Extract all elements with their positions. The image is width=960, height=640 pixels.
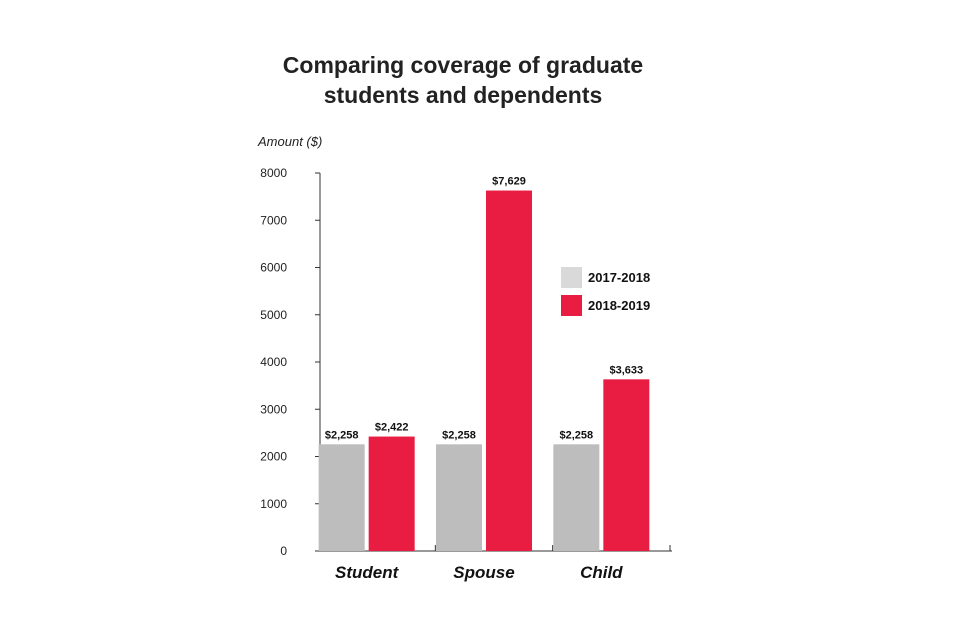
- y-axis: 0 1000 2000 3000 4000 5000 6000 7000 8000: [260, 166, 321, 558]
- y-tick-label: 4000: [260, 355, 287, 369]
- data-label: $3,633: [610, 364, 644, 376]
- data-label: $7,629: [492, 176, 526, 188]
- legend-swatch: [561, 295, 582, 316]
- bar-spouse-2017-2018: [436, 444, 482, 551]
- y-tick-label: 0: [280, 544, 287, 558]
- legend-swatch: [561, 267, 582, 288]
- legend-label: 2017-2018: [588, 270, 650, 285]
- bar-spouse-2018-2019: [486, 190, 532, 551]
- chart-title-line-1: Comparing coverage of graduate: [283, 52, 643, 78]
- bar-child-2018-2019: [603, 379, 650, 551]
- bars: $2,258 $2,422 $2,258 $7,629 $2,258 $3,633: [318, 176, 650, 551]
- data-label: $2,258: [325, 429, 359, 441]
- bar-child-2017-2018: [553, 444, 600, 551]
- y-tick-label: 8000: [260, 166, 287, 180]
- y-tick-label: 7000: [260, 213, 287, 227]
- legend-label: 2018-2019: [588, 298, 650, 313]
- x-tick-label: Spouse: [453, 563, 514, 582]
- bar-student-2017-2018: [318, 444, 365, 551]
- bar-student-2018-2019: [368, 436, 415, 551]
- data-label: $2,422: [375, 422, 409, 434]
- chart-title: Comparing coverage of graduate students …: [283, 52, 643, 108]
- data-label: $2,258: [560, 429, 594, 441]
- x-tick-label: Child: [580, 563, 623, 582]
- data-label: $2,258: [442, 429, 476, 441]
- y-axis-label: Amount ($): [257, 134, 322, 149]
- legend: 2017-2018 2018-2019: [561, 267, 650, 316]
- y-tick-label: 5000: [260, 308, 287, 322]
- chart-title-line-2: students and dependents: [324, 82, 603, 108]
- y-tick-label: 2000: [260, 450, 287, 464]
- y-tick-label: 3000: [260, 402, 287, 416]
- y-tick-label: 1000: [260, 497, 287, 511]
- y-tick-label: 6000: [260, 261, 287, 275]
- x-tick-label: Student: [335, 563, 400, 582]
